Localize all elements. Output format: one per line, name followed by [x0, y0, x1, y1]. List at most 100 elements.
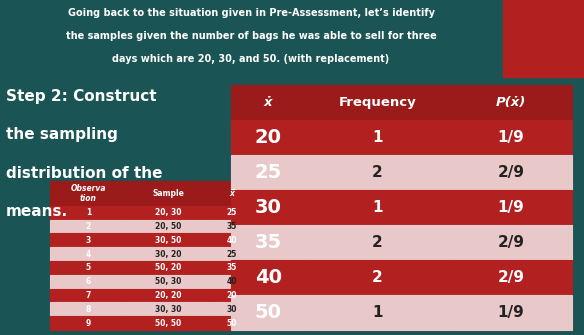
Text: 8: 8 [86, 305, 91, 314]
Bar [231, 260, 306, 295]
Bar [449, 190, 572, 225]
Bar [50, 303, 127, 316]
Text: 20: 20 [227, 291, 237, 300]
Bar [306, 85, 449, 120]
Bar [231, 85, 306, 120]
Text: 1/9: 1/9 [498, 200, 524, 215]
Bar [449, 295, 572, 330]
Text: days which are 20, 30, and 50. (with replacement): days which are 20, 30, and 50. (with rep… [113, 54, 390, 64]
Bar [50, 316, 127, 330]
Text: 3: 3 [86, 236, 91, 245]
Bar [50, 247, 127, 261]
Bar [449, 225, 572, 260]
Text: 2: 2 [86, 222, 91, 231]
Bar [50, 206, 127, 219]
Text: 30: 30 [255, 198, 281, 217]
Bar [231, 225, 306, 260]
Text: 1: 1 [373, 305, 383, 320]
Bar [50, 275, 127, 288]
Text: 35: 35 [227, 222, 237, 231]
Bar [127, 233, 209, 247]
Bar [127, 316, 209, 330]
Bar [209, 303, 254, 316]
Text: 30: 30 [227, 305, 237, 314]
Bar [306, 190, 449, 225]
Bar [209, 316, 254, 330]
Text: 1: 1 [373, 200, 383, 215]
Bar [50, 181, 127, 206]
Bar [231, 190, 306, 225]
Text: 40: 40 [255, 268, 281, 287]
Text: 50, 20: 50, 20 [155, 263, 182, 272]
Text: Going back to the situation given in Pre-Assessment, let’s identify: Going back to the situation given in Pre… [68, 8, 434, 18]
Bar [127, 181, 209, 206]
Text: Observa
tion: Observa tion [71, 184, 106, 203]
Text: 35: 35 [227, 263, 237, 272]
Text: 5: 5 [86, 263, 91, 272]
Text: 50: 50 [227, 319, 237, 328]
Bar [127, 303, 209, 316]
Bar [306, 295, 449, 330]
Text: 50, 30: 50, 30 [155, 277, 182, 286]
Bar [209, 206, 254, 219]
Text: 4: 4 [86, 250, 91, 259]
Text: P(ẋ): P(ẋ) [496, 96, 526, 110]
Text: 2: 2 [372, 165, 383, 180]
Text: 20, 50: 20, 50 [155, 222, 182, 231]
Bar [231, 295, 306, 330]
Text: 30, 50: 30, 50 [155, 236, 182, 245]
Text: 20, 30: 20, 30 [155, 208, 182, 217]
Text: 40: 40 [227, 236, 237, 245]
Text: 9: 9 [86, 319, 91, 328]
Bar [209, 233, 254, 247]
Text: the samples given the number of bags he was able to sell for three: the samples given the number of bags he … [66, 31, 436, 41]
Bar [127, 247, 209, 261]
Text: Step 2: Construct: Step 2: Construct [6, 89, 157, 104]
Bar [50, 233, 127, 247]
Text: 35: 35 [255, 233, 282, 252]
Text: 6: 6 [86, 277, 91, 286]
Text: x̅: x̅ [229, 189, 234, 198]
Bar [449, 120, 572, 155]
Bar [449, 155, 572, 190]
Text: 50, 50: 50, 50 [155, 319, 181, 328]
Bar [209, 288, 254, 303]
Text: means.: means. [6, 204, 68, 219]
Bar [306, 155, 449, 190]
Text: 25: 25 [255, 163, 282, 182]
Bar [127, 206, 209, 219]
Text: 2: 2 [372, 235, 383, 250]
Bar [50, 288, 127, 303]
Bar [127, 275, 209, 288]
Bar [306, 260, 449, 295]
Text: distribution of the: distribution of the [6, 166, 162, 181]
Text: 20: 20 [255, 128, 281, 147]
Text: 1: 1 [373, 130, 383, 145]
Bar [449, 260, 572, 295]
Bar [231, 120, 306, 155]
Text: 1/9: 1/9 [498, 305, 524, 320]
Bar [231, 155, 306, 190]
Bar [209, 247, 254, 261]
Text: 25: 25 [227, 208, 237, 217]
Text: 20, 20: 20, 20 [155, 291, 182, 300]
Text: Frequency: Frequency [339, 96, 416, 110]
Text: 30, 30: 30, 30 [155, 305, 182, 314]
Bar [127, 219, 209, 233]
Bar [306, 225, 449, 260]
Bar [127, 261, 209, 275]
Bar [503, 0, 584, 77]
Text: 50: 50 [255, 303, 281, 322]
Bar [209, 261, 254, 275]
Text: the sampling: the sampling [6, 127, 118, 142]
Bar [209, 275, 254, 288]
Text: 2/9: 2/9 [498, 270, 524, 285]
Text: 2/9: 2/9 [498, 165, 524, 180]
Text: 2/9: 2/9 [498, 235, 524, 250]
Bar [209, 219, 254, 233]
Text: ẋ: ẋ [264, 96, 273, 110]
Bar [50, 261, 127, 275]
Text: 40: 40 [227, 277, 237, 286]
Text: 2: 2 [372, 270, 383, 285]
Bar [209, 181, 254, 206]
